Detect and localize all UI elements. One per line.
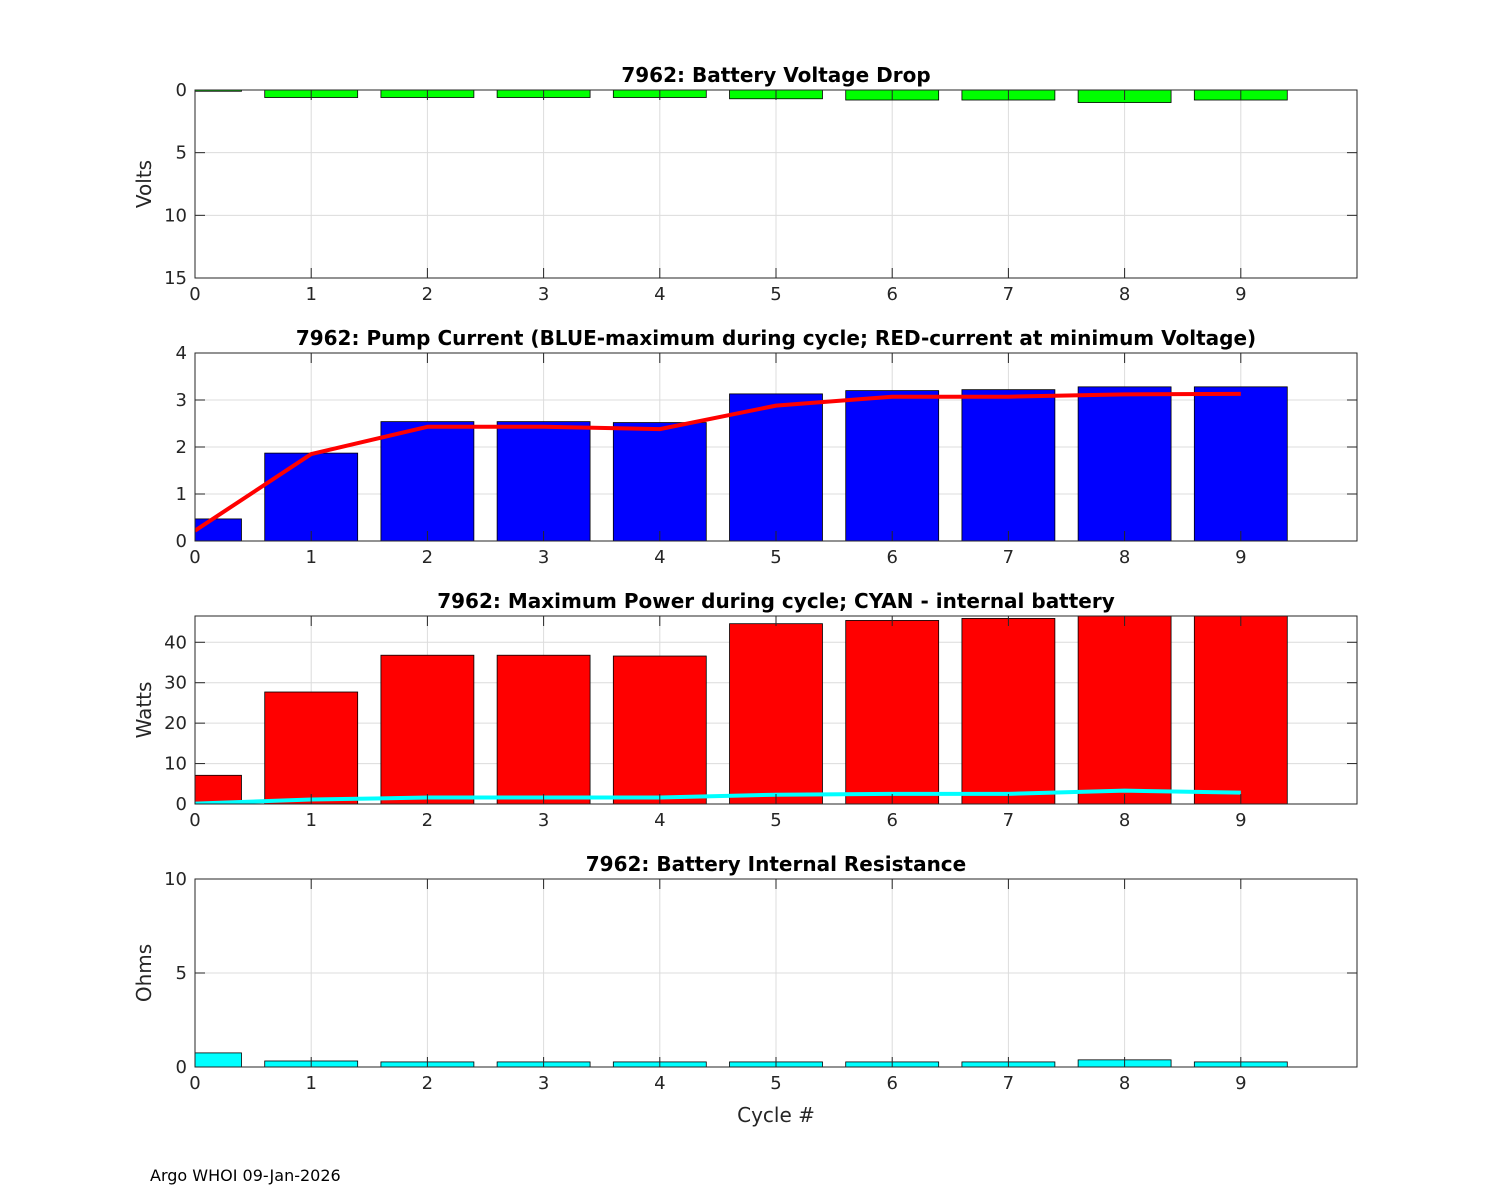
x-tick-label: 1 [305,810,316,831]
bar [195,1052,242,1067]
bar [380,421,475,541]
x-tick-label: 5 [770,1073,781,1094]
x-tick-label: 5 [770,810,781,831]
y-tick-label: 1 [176,484,187,505]
bar [612,422,707,541]
x-tick-label: 1 [305,547,316,568]
x-tick-label: 4 [654,284,665,305]
chart-panel-2: 0 1 2 3 4 5 6 7 8 9 0 1 2 3 4 7962: Pump Current (BLUE-… [176,326,1358,568]
bar [1193,616,1288,804]
chart-title: 7962: Battery Internal Resistance [586,852,966,876]
x-tick-label: 4 [654,1073,665,1094]
x-tick-label: 3 [538,1073,549,1094]
chart-title: 7962: Pump Current (BLUE-maximum during … [296,326,1256,350]
bar [496,654,591,804]
chart-panel-4: 0 1 2 3 4 5 6 7 8 9 0 5 10 7962: Battery Internal Res… [132,852,1358,1127]
bar [845,390,940,541]
x-tick-label: 6 [886,547,897,568]
footer-label: Argo WHOI 09-Jan-2026 [150,1166,341,1185]
x-axis-label: Cycle # [737,1103,815,1127]
y-tick-label: 0 [176,80,187,101]
x-tick-label: 5 [770,284,781,305]
bar [195,90,242,92]
x-tick-label: 3 [538,284,549,305]
chart-title: 7962: Maximum Power during cycle; CYAN -… [437,589,1115,613]
y-tick-label: 5 [176,143,187,164]
y-tick-label: 3 [176,390,187,411]
bar [1077,386,1172,541]
bar [496,421,591,541]
x-tick-label: 9 [1235,284,1246,305]
x-tick-label: 9 [1235,1073,1246,1094]
bar [264,452,359,541]
y-axis-label: Ohms [132,944,156,1002]
x-tick-label: 0 [189,284,200,305]
bar [961,618,1056,804]
y-tick-label: 10 [164,869,187,890]
x-tick-label: 8 [1119,547,1130,568]
y-tick-label: 0 [176,794,187,815]
y-tick-label: 15 [164,268,187,289]
bar [729,393,823,541]
x-tick-label: 0 [189,1073,200,1094]
x-tick-label: 0 [189,810,200,831]
chart-title: 7962: Battery Voltage Drop [621,63,930,87]
bar [380,654,475,804]
x-tick-label: 6 [886,1073,897,1094]
bar [195,518,242,541]
x-tick-label: 7 [1003,284,1014,305]
x-tick-label: 8 [1119,810,1130,831]
x-tick-label: 7 [1003,1073,1014,1094]
y-tick-label: 2 [176,437,187,458]
x-tick-label: 2 [422,547,433,568]
y-tick-label: 10 [164,205,187,226]
x-tick-label: 8 [1119,284,1130,305]
y-tick-label: 10 [164,754,187,775]
chart-panel-1: 0 1 2 3 4 5 6 7 8 9 0 5 10 15 7962: Battery Voltage Dr… [132,63,1358,305]
x-tick-label: 2 [422,284,433,305]
y-axis-label: Volts [132,160,156,208]
bar [195,774,242,804]
y-tick-label: 5 [176,963,187,984]
y-tick-label: 40 [164,632,187,653]
bar [264,691,359,804]
y-tick-label: 20 [164,713,187,734]
y-tick-label: 30 [164,673,187,694]
x-tick-label: 4 [654,810,665,831]
plot-marks [195,616,1288,804]
x-tick-label: 3 [538,810,549,831]
x-tick-label: 9 [1235,547,1246,568]
x-tick-label: 2 [422,1073,433,1094]
x-tick-label: 4 [654,547,665,568]
x-tick-label: 0 [189,547,200,568]
bar [1077,616,1172,804]
y-tick-label: 0 [176,1057,187,1078]
x-tick-label: 8 [1119,1073,1130,1094]
bar [612,655,707,804]
x-tick-label: 5 [770,547,781,568]
chart-panel-3: 0 1 2 3 4 5 6 7 8 9 0 10 20 30 40 7962: Maximum Power d… [132,589,1358,831]
x-tick-label: 7 [1003,547,1014,568]
bar [729,623,823,804]
x-tick-label: 1 [305,284,316,305]
y-tick-label: 4 [176,343,187,364]
x-tick-label: 6 [886,284,897,305]
series-line [195,788,1241,804]
series-line [195,391,1241,533]
y-axis-label: Watts [132,682,156,739]
x-tick-label: 9 [1235,810,1246,831]
x-tick-label: 2 [422,810,433,831]
x-tick-label: 7 [1003,810,1014,831]
bar [845,620,940,804]
plot-marks [195,386,1288,541]
bar [1193,386,1288,541]
x-tick-label: 1 [305,1073,316,1094]
bar [961,389,1056,541]
x-tick-label: 6 [886,810,897,831]
y-tick-label: 0 [176,531,187,552]
x-tick-label: 3 [538,547,549,568]
